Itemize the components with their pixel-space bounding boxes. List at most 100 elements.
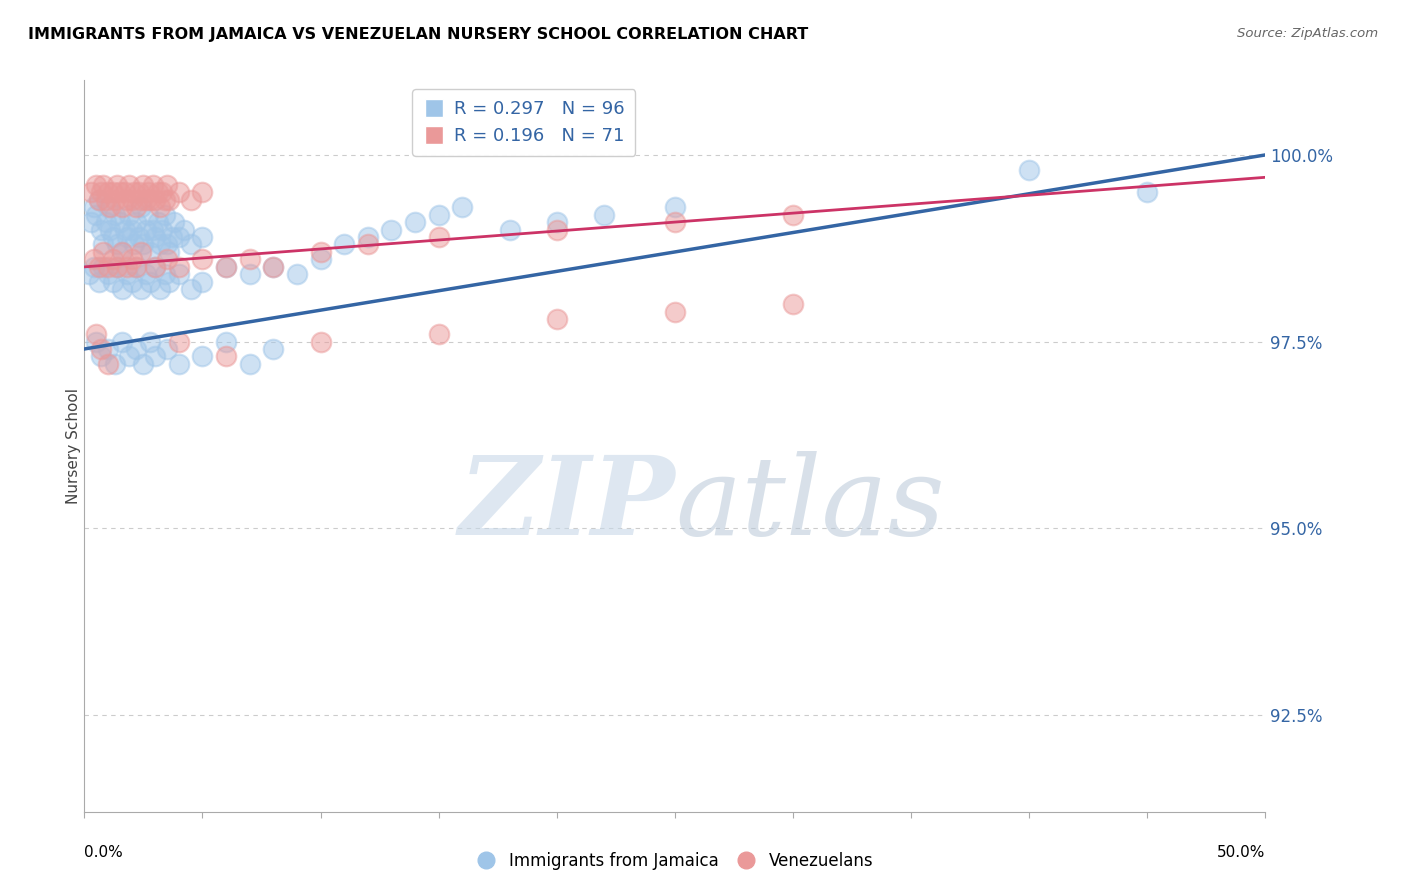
Text: 50.0%: 50.0% [1218, 845, 1265, 860]
Point [215, 350, 238, 364]
Point [84, 178, 107, 192]
Point [146, 186, 169, 200]
Point [80, 215, 103, 229]
Point [782, 208, 804, 222]
Point [125, 200, 148, 214]
Point [149, 200, 172, 214]
Point [87, 260, 110, 274]
Point [90, 350, 112, 364]
Point [191, 186, 214, 200]
Point [132, 178, 155, 192]
Point [593, 208, 616, 222]
Point [451, 200, 474, 214]
Point [309, 334, 332, 349]
Point [135, 222, 157, 236]
Point [142, 178, 165, 192]
Point [91, 237, 114, 252]
Point [122, 237, 145, 252]
Point [146, 215, 169, 229]
Point [143, 350, 166, 364]
Point [135, 193, 157, 207]
Point [87, 193, 110, 207]
Y-axis label: Nursery School: Nursery School [66, 388, 80, 504]
Point [357, 237, 380, 252]
Point [129, 282, 152, 296]
Point [262, 260, 284, 274]
Legend: Immigrants from Jamaica, Venezuelans: Immigrants from Jamaica, Venezuelans [470, 846, 880, 877]
Point [94, 215, 117, 229]
Point [111, 244, 134, 259]
Point [115, 260, 138, 274]
Point [157, 275, 180, 289]
Point [664, 215, 686, 229]
Point [111, 200, 134, 214]
Point [143, 260, 166, 274]
Point [153, 268, 176, 282]
Point [157, 193, 180, 207]
Point [357, 230, 380, 244]
Point [262, 342, 284, 356]
Point [191, 275, 214, 289]
Point [91, 244, 114, 259]
Point [111, 334, 134, 349]
Point [114, 186, 136, 200]
Point [427, 230, 450, 244]
Point [101, 252, 124, 267]
Point [191, 230, 214, 244]
Point [129, 200, 152, 214]
Point [239, 268, 262, 282]
Point [139, 334, 162, 349]
Point [108, 186, 131, 200]
Point [111, 282, 134, 296]
Point [782, 297, 804, 311]
Point [309, 244, 332, 259]
Point [83, 260, 105, 274]
Point [129, 193, 152, 207]
Point [215, 260, 238, 274]
Point [153, 193, 176, 207]
Point [136, 186, 159, 200]
Point [167, 334, 190, 349]
Point [107, 260, 129, 274]
Point [132, 357, 155, 371]
Point [118, 350, 141, 364]
Point [97, 342, 120, 356]
Point [107, 178, 129, 192]
Point [150, 186, 173, 200]
Point [143, 230, 166, 244]
Point [173, 222, 195, 236]
Point [125, 260, 148, 274]
Point [118, 178, 141, 192]
Point [136, 208, 159, 222]
Point [97, 186, 120, 200]
Point [104, 208, 127, 222]
Point [111, 244, 134, 259]
Point [104, 193, 127, 207]
Point [107, 237, 129, 252]
Point [128, 186, 150, 200]
Point [1136, 186, 1159, 200]
Point [167, 268, 190, 282]
Point [84, 334, 107, 349]
Point [121, 252, 143, 267]
Point [167, 260, 190, 274]
Point [97, 268, 120, 282]
Text: Source: ZipAtlas.com: Source: ZipAtlas.com [1237, 27, 1378, 40]
Point [98, 200, 121, 214]
Point [180, 193, 202, 207]
Point [142, 222, 165, 236]
Point [333, 237, 356, 252]
Point [125, 215, 148, 229]
Point [107, 260, 129, 274]
Point [239, 252, 262, 267]
Point [135, 268, 157, 282]
Point [160, 230, 183, 244]
Point [77, 268, 100, 282]
Point [90, 186, 112, 200]
Point [87, 193, 110, 207]
Point [101, 275, 124, 289]
Point [139, 244, 162, 259]
Point [262, 260, 284, 274]
Point [83, 252, 105, 267]
Point [285, 268, 308, 282]
